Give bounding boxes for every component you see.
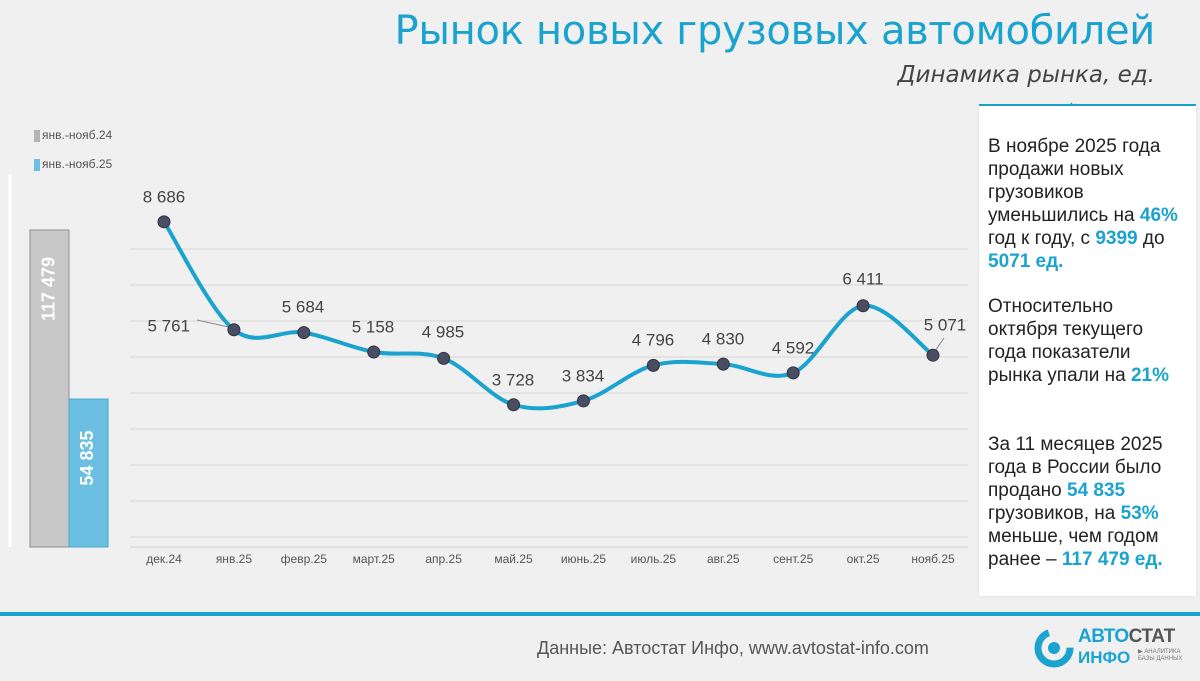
logo-ring-icon xyxy=(1034,628,1074,668)
x-tick-labels: дек.24 янв.25 февр.25 март.25 апр.25 май.25 ию… xyxy=(146,552,955,566)
data-point xyxy=(297,326,311,340)
x-tick-label: февр.25 xyxy=(281,552,328,566)
commentary-1-text-c: до xyxy=(1137,228,1165,249)
data-point xyxy=(507,398,521,412)
data-point xyxy=(856,299,870,313)
data-label: 4 985 xyxy=(422,322,465,341)
logo-info: ИНФО xyxy=(1078,648,1131,667)
monthly-line-series: 8 686 5 761 5 684 5 158 4 985 3 728 3 834 4 796… xyxy=(143,187,967,412)
data-label: 4 830 xyxy=(702,329,745,348)
data-point xyxy=(786,366,800,380)
x-tick-label: окт.25 xyxy=(847,552,880,566)
logo-tagline-1: ▶ АНАЛИТИКА xyxy=(1138,649,1181,655)
total-bars: 117 479 54 835 xyxy=(29,229,109,548)
data-point xyxy=(576,394,590,408)
commentary-1-text-a: В ноябре 2025 года продажи новых грузови… xyxy=(988,136,1161,226)
data-label: 4 592 xyxy=(772,338,815,357)
commentary-block-1: В ноябре 2025 года продажи новых грузови… xyxy=(988,135,1188,273)
data-label: 5 158 xyxy=(352,317,395,336)
bar-total-2025-label: 54 835 xyxy=(77,431,97,486)
sidebar-accent-bar xyxy=(979,104,1196,106)
data-point xyxy=(367,345,381,359)
commentary-3-text-a: За 11 месяцев 2025 года в России было пр… xyxy=(988,434,1163,501)
x-tick-label: май.25 xyxy=(494,552,533,566)
commentary-1-pct: 46% xyxy=(1139,205,1178,226)
logo-avto: АВТО xyxy=(1078,626,1129,647)
x-tick-label: дек.24 xyxy=(146,552,182,566)
logo-tagline-2: БАЗЫ ДАННЫХ xyxy=(1138,656,1183,662)
commentary-2-pct: 21% xyxy=(1130,365,1169,386)
data-label: 4 796 xyxy=(632,330,675,349)
bar-total-2024 xyxy=(29,229,70,548)
x-tick-label: сент.25 xyxy=(773,552,813,566)
footer-divider xyxy=(0,612,1200,616)
data-point xyxy=(227,323,241,337)
data-label: 5 071 xyxy=(924,315,967,334)
data-label: 6 411 xyxy=(842,269,883,288)
x-tick-label: нояб.25 xyxy=(911,552,955,566)
logo-stat: СТАТ xyxy=(1128,626,1176,647)
data-label: 8 686 xyxy=(143,187,186,206)
x-tick-label: авг.25 xyxy=(707,552,740,566)
commentary-block-3: За 11 месяцев 2025 года в России было пр… xyxy=(988,433,1188,571)
bar-total-2025 xyxy=(68,398,109,548)
gridlines xyxy=(130,248,968,538)
x-tick-label: янв.25 xyxy=(216,552,253,566)
commentary-panel: В ноябре 2025 года продажи новых грузови… xyxy=(979,106,1196,596)
commentary-3-pct: 53% xyxy=(1120,503,1159,524)
commentary-1-from: 9399 xyxy=(1095,228,1138,249)
commentary-2-text: Относительно октября текущего года показ… xyxy=(988,296,1144,386)
commentary-3-value: 54 835 xyxy=(1067,480,1126,501)
data-label: 5 684 xyxy=(282,297,325,316)
legend-swatch-2025 xyxy=(34,158,40,171)
source-note: Данные: Автостат Инфо, www.avtostat-info… xyxy=(537,638,929,658)
data-label: 3 834 xyxy=(562,366,605,385)
page-subtitle: Динамика рынка, ед. xyxy=(897,62,1155,88)
commentary-block-2: Относительно октября текущего года показ… xyxy=(988,295,1183,387)
commentary-3-text-b: грузовиков, на xyxy=(988,503,1121,524)
legend-label-2024: янв.-нояб.24 xyxy=(42,128,113,142)
page-title: Рынок новых грузовых автомобилей xyxy=(394,8,1156,54)
data-point xyxy=(157,215,171,229)
data-label: 3 728 xyxy=(492,370,535,389)
commentary-1-to: 5071 ед. xyxy=(988,251,1064,272)
data-label: 5 761 xyxy=(147,316,190,335)
x-tick-label: июль.25 xyxy=(631,552,677,566)
commentary-3-prev: 117 479 ед. xyxy=(1061,549,1163,570)
legend-item-2025: янв.-нояб.25 xyxy=(34,157,112,171)
series-line xyxy=(162,219,935,411)
commentary-3-text-c: меньше, чем годом ранее – xyxy=(988,526,1159,570)
x-tick-label: март.25 xyxy=(353,552,396,566)
commentary-1-text-b: год к году, с xyxy=(988,228,1096,249)
legend-item-2024: янв.-нояб.24 xyxy=(34,128,112,142)
data-point xyxy=(437,351,451,365)
x-tick-label: апр.25 xyxy=(425,552,462,566)
data-point xyxy=(716,357,730,371)
data-point xyxy=(926,348,940,362)
avtostat-logo: АВТОСТАТ ИНФО ▶ АНАЛИТИКА БАЗЫ ДАННЫХ xyxy=(1032,622,1197,674)
bar-total-2024-label: 117 479 xyxy=(38,257,58,321)
x-tick-label: июнь.25 xyxy=(561,552,607,566)
label-leader-jan xyxy=(196,319,234,329)
legend-swatch-2024 xyxy=(34,129,40,142)
data-point xyxy=(646,358,660,372)
legend-label-2025: янв.-нояб.25 xyxy=(42,157,113,171)
